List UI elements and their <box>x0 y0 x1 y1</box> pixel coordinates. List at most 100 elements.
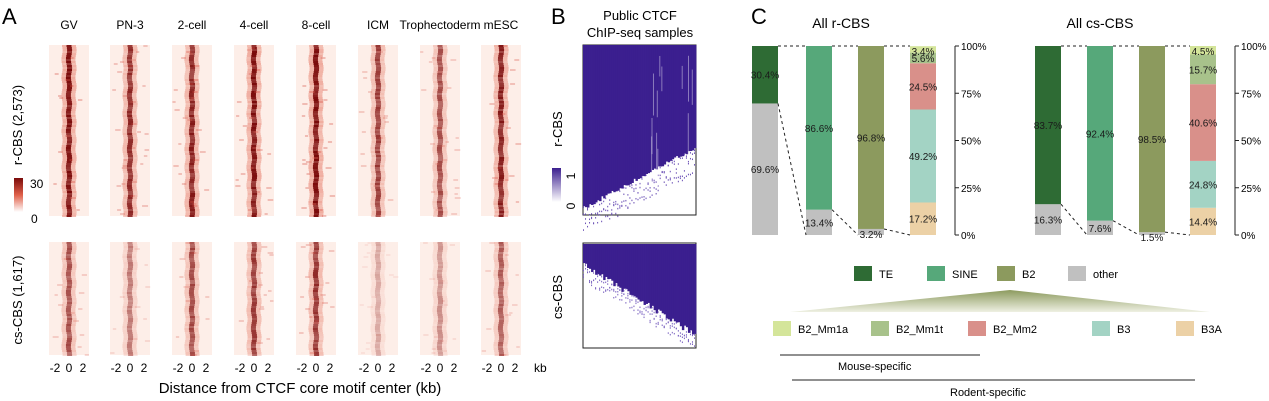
heatmap-noise <box>375 334 381 336</box>
cscbs-column <box>595 244 598 275</box>
heatmap-signal <box>128 300 134 302</box>
heatmap-noise <box>494 183 499 185</box>
heatmap-signal <box>312 149 318 151</box>
heatmap-glow <box>433 195 448 197</box>
heatmap-glow <box>122 274 137 276</box>
rcbs-speckle <box>623 187 625 189</box>
heatmap-signal <box>438 248 444 250</box>
heatmap-signal <box>189 209 195 211</box>
heatmap-noise <box>325 282 330 284</box>
heatmap-signal <box>190 49 196 51</box>
heatmap-background <box>110 242 150 355</box>
heatmap-signal <box>128 354 134 356</box>
heatmap-signal <box>498 99 504 101</box>
heatmap-noise <box>455 137 459 139</box>
heatmap-signal <box>127 45 133 47</box>
heatmap-signal <box>498 181 504 183</box>
heatmap-signal <box>374 344 380 346</box>
heatmap-signal <box>375 101 381 103</box>
heatmap-signal <box>190 211 196 213</box>
heatmap-signal <box>437 155 443 157</box>
heatmap-glow <box>433 209 448 211</box>
rcbs-speckle <box>665 184 667 186</box>
rcbs-streak <box>651 136 653 187</box>
heatmap-signal <box>375 137 381 139</box>
heatmap-signal <box>189 330 195 332</box>
cscbs-speckle <box>661 324 663 327</box>
cscbs-speckle <box>673 323 675 325</box>
heatmap-signal <box>498 89 504 91</box>
heatmap-signal <box>128 49 134 51</box>
heatmap-signal <box>312 201 318 203</box>
heatmap-signal <box>375 107 381 109</box>
heatmap-noise <box>510 69 516 71</box>
heatmap-signal <box>252 336 258 338</box>
heatmap-glow <box>123 262 138 264</box>
heatmap-signal <box>437 71 443 73</box>
heatmap-signal <box>376 67 382 69</box>
heatmap-signal <box>251 334 257 336</box>
heatmap-signal <box>189 135 195 137</box>
heatmap-signal <box>127 306 133 308</box>
heatmap-signal <box>375 173 381 175</box>
heatmap-signal <box>499 318 505 320</box>
bar-segment-b2-mm1t <box>1190 54 1216 85</box>
heatmap-signal <box>374 346 380 348</box>
heatmap-noise <box>84 354 89 356</box>
heatmap-signal <box>189 250 195 252</box>
cscbs-speckle <box>635 299 637 301</box>
heatmap-signal <box>436 167 442 169</box>
heatmap-signal <box>437 143 443 145</box>
colorbar-b-max: 1 <box>564 172 578 179</box>
heatmap-signal <box>189 133 195 135</box>
rcbs-speckle <box>687 173 689 176</box>
heatmap-signal <box>189 179 195 181</box>
heatmap-signal <box>375 73 381 75</box>
heatmap-signal <box>375 133 381 135</box>
heatmap-glow <box>123 282 138 284</box>
legend-label-b2-mm2: B2_Mm2 <box>993 324 1037 336</box>
heatmap-signal <box>189 270 195 272</box>
heatmap-signal <box>314 69 320 71</box>
heatmap-signal <box>65 254 71 256</box>
cscbs-speckle <box>675 327 677 330</box>
heatmap-signal <box>250 147 256 149</box>
heatmap-signal <box>189 280 195 282</box>
heatmap-noise <box>121 167 128 169</box>
heatmap-signal <box>498 119 504 121</box>
heatmap-signal <box>66 155 72 157</box>
heatmap-signal <box>436 93 442 95</box>
cscbs-speckle <box>651 306 653 309</box>
heatmap-signal <box>67 139 73 141</box>
cscbs-speckle <box>687 340 689 343</box>
heatmap-noise <box>515 201 520 203</box>
heatmap-signal <box>313 270 319 272</box>
heatmap-glow <box>433 322 448 324</box>
heatmap-signal <box>251 123 257 125</box>
heatmap-signal <box>188 75 194 77</box>
heatmap-signal <box>189 348 195 350</box>
heatmap-signal <box>499 139 505 141</box>
rcbs-speckle <box>685 155 687 157</box>
rcbs-speckle <box>619 207 621 209</box>
heatmap-signal <box>128 87 134 89</box>
cscbs-speckle <box>663 326 665 328</box>
heatmap-noise <box>514 59 520 61</box>
heatmap-glow <box>123 332 138 334</box>
heatmap-signal <box>374 274 380 276</box>
cscbs-speckle <box>599 279 601 282</box>
heatmap-signal <box>66 91 72 93</box>
heatmap-noise <box>302 159 306 161</box>
heatmap-signal <box>313 155 319 157</box>
heatmap-noise <box>305 308 311 310</box>
heatmap-signal <box>251 314 257 316</box>
heatmap-signal <box>252 51 258 53</box>
cscbs-column <box>675 244 679 323</box>
heatmap-noise <box>363 256 369 258</box>
heatmap-signal <box>189 55 195 57</box>
heatmap-signal <box>313 294 319 296</box>
heatmap-cs-cbs <box>172 242 212 356</box>
cscbs-speckle <box>665 322 667 325</box>
heatmap-signal <box>128 284 134 286</box>
cscbs-speckle <box>615 296 617 298</box>
